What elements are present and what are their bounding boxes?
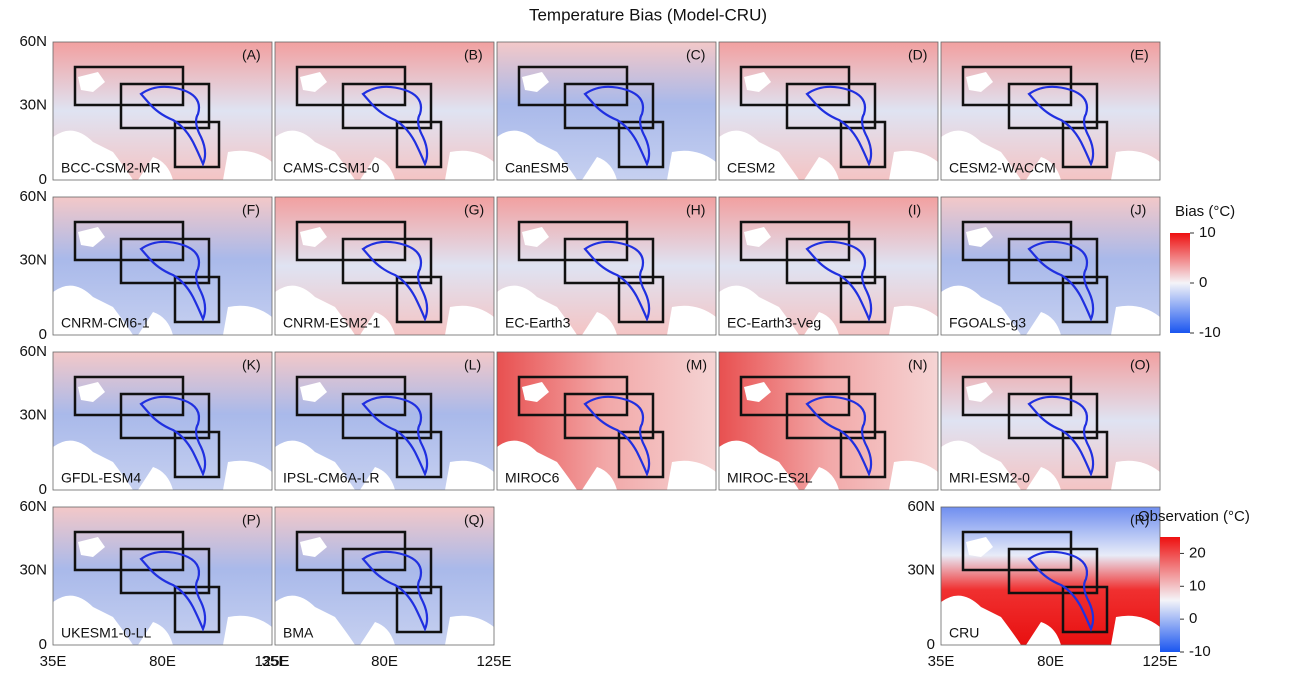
colorbar-tick-label: 10 <box>1189 577 1206 594</box>
map-panel: (O) MRI-ESM2-0 <box>941 352 1160 490</box>
model-name: CRU <box>949 625 979 641</box>
model-name: GFDL-ESM4 <box>61 470 141 486</box>
model-name: BMA <box>283 625 314 641</box>
model-name: CanESM5 <box>505 160 569 176</box>
map-panel: (H) EC-Earth3 <box>497 197 716 335</box>
map-panel: (N) MIROC-ES2L <box>719 352 938 490</box>
y-axis-label: 0 <box>927 636 935 653</box>
model-name: IPSL-CM6A-LR <box>283 470 379 486</box>
y-axis-label: 60N <box>907 498 935 515</box>
y-axis-label: 30N <box>19 251 47 268</box>
panel-letter: (D) <box>908 47 927 63</box>
model-name: CAMS-CSM1-0 <box>283 160 380 176</box>
map-panel: (A) BCC-CSM2-MR 60N 30N 0 <box>19 33 272 188</box>
panel-letter: (J) <box>1130 202 1146 218</box>
y-axis-label: 60N <box>19 33 47 50</box>
x-axis-label: 35E <box>262 653 289 670</box>
figure-title: Temperature Bias (Model-CRU) <box>529 5 767 24</box>
map-panel: (L) IPSL-CM6A-LR <box>275 352 494 490</box>
x-axis-label: 125E <box>1142 653 1177 670</box>
map-panel: (G) CNRM-ESM2-1 <box>275 197 494 335</box>
model-name: UKESM1-0-LL <box>61 625 151 641</box>
map-panel: (B) CAMS-CSM1-0 <box>275 42 494 180</box>
map-panel: (I) EC-Earth3-Veg <box>719 197 938 335</box>
model-name: CESM2 <box>727 160 775 176</box>
colorbar-tick-label: -10 <box>1199 324 1221 341</box>
map-panel: (F) CNRM-CM6-1 60N 30N 0 <box>19 188 272 343</box>
y-axis-label: 0 <box>39 481 47 498</box>
panel-letter: (Q) <box>464 512 484 528</box>
panel-letter: (B) <box>464 47 483 63</box>
colorbar-tick-label: 10 <box>1199 224 1216 241</box>
x-axis-label: 80E <box>371 653 398 670</box>
panel-letter: (G) <box>464 202 484 218</box>
colorbar <box>1160 537 1180 652</box>
model-name: MIROC6 <box>505 470 560 486</box>
panel-letter: (H) <box>686 202 705 218</box>
y-axis-label: 30N <box>19 96 47 113</box>
model-name: MIROC-ES2L <box>727 470 813 486</box>
model-name: MRI-ESM2-0 <box>949 470 1030 486</box>
model-name: BCC-CSM2-MR <box>61 160 161 176</box>
y-axis-label: 0 <box>39 636 47 653</box>
panel-letter: (O) <box>1130 357 1150 373</box>
y-axis-label: 0 <box>39 326 47 343</box>
y-axis-label: 30N <box>19 561 47 578</box>
panel-letter: (I) <box>908 202 921 218</box>
colorbar-tick-label: -10 <box>1189 643 1211 660</box>
panel-letter: (A) <box>242 47 261 63</box>
x-axis-label: 125E <box>476 653 511 670</box>
map-panel: (Q) BMA 35E 80E 125E <box>262 507 512 670</box>
model-name: EC-Earth3-Veg <box>727 315 821 331</box>
map-panel: (E) CESM2-WACCM <box>941 42 1160 180</box>
map-panel: (J) FGOALS-g3 <box>941 197 1160 335</box>
panel-letter: (P) <box>242 512 261 528</box>
x-axis-label: 80E <box>149 653 176 670</box>
panel-letter: (K) <box>242 357 261 373</box>
panel-letter: (N) <box>908 357 927 373</box>
y-axis-label: 60N <box>19 188 47 205</box>
model-name: FGOALS-g3 <box>949 315 1026 331</box>
panel-letter: (F) <box>242 202 260 218</box>
y-axis-label: 0 <box>39 171 47 188</box>
colorbar-title: Observation (°C) <box>1138 508 1250 525</box>
y-axis-label: 30N <box>19 406 47 423</box>
map-panel: (M) MIROC6 <box>497 352 716 490</box>
x-axis-label: 35E <box>40 653 67 670</box>
model-name: CESM2-WACCM <box>949 160 1056 176</box>
colorbar <box>1170 233 1190 333</box>
panel-letter: (L) <box>464 357 481 373</box>
panel-letter: (E) <box>1130 47 1149 63</box>
figure: Temperature Bias (Model-CRU) (A) BCC-CSM2… <box>0 0 1296 674</box>
y-axis-label: 60N <box>19 498 47 515</box>
map-panel: (K) GFDL-ESM4 60N 30N 0 <box>19 343 272 498</box>
colorbar-tick-label: 0 <box>1189 610 1197 627</box>
map-panel: (R)CRU60N30N035E80E125E <box>907 498 1177 670</box>
model-name: CNRM-ESM2-1 <box>283 315 380 331</box>
model-name: CNRM-CM6-1 <box>61 315 150 331</box>
y-axis-label: 30N <box>907 561 935 578</box>
colorbar-tick-label: 20 <box>1189 544 1206 561</box>
x-axis-label: 35E <box>928 653 955 670</box>
map-panel: (C) CanESM5 <box>497 42 716 180</box>
map-panel: (D) CESM2 <box>719 42 938 180</box>
y-axis-label: 60N <box>19 343 47 360</box>
model-name: EC-Earth3 <box>505 315 571 331</box>
panel-letter: (M) <box>686 357 707 373</box>
colorbar-title: Bias (°C) <box>1175 203 1235 220</box>
x-axis-label: 80E <box>1037 653 1064 670</box>
colorbar-tick-label: 0 <box>1199 274 1207 291</box>
panel-letter: (C) <box>686 47 705 63</box>
